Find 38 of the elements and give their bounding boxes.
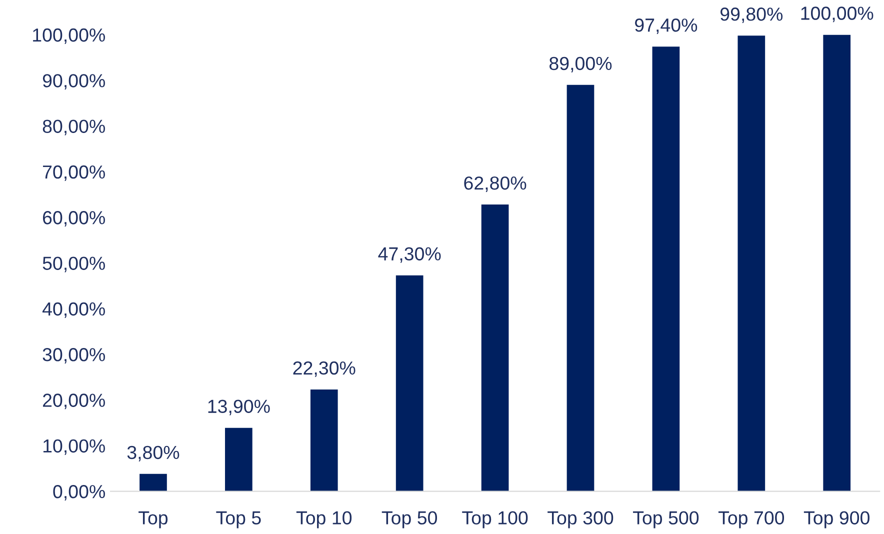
y-tick-label: 30,00%: [42, 348, 105, 364]
bar: [396, 275, 424, 492]
x-tick-label: Top 5: [216, 511, 261, 528]
x-tick-label: Top 500: [633, 511, 699, 528]
x-tick-label: Top 700: [718, 511, 784, 528]
data-label: 99,80%: [720, 8, 783, 24]
y-tick-label: 90,00%: [42, 74, 105, 90]
x-tick-label: Top 100: [462, 511, 528, 528]
data-label: 22,30%: [293, 361, 356, 377]
data-label: 3,80%: [127, 446, 180, 462]
x-tick-label: Top: [138, 511, 168, 528]
y-tick-label: 100,00%: [33, 28, 105, 44]
data-label: 13,90%: [208, 400, 270, 416]
bar: [481, 204, 509, 492]
bar: [225, 428, 252, 492]
data-label: 97,40%: [635, 18, 698, 34]
bar: [823, 34, 851, 492]
y-tick-label: 40,00%: [42, 302, 105, 318]
x-tick-label: Top 50: [382, 511, 437, 528]
x-tick-label: Top 900: [804, 511, 870, 528]
y-tick-label: 50,00%: [42, 256, 105, 272]
bar: [652, 46, 680, 492]
y-tick-label: 0,00%: [53, 484, 105, 500]
bar: [566, 84, 594, 492]
data-label: 47,30%: [378, 247, 441, 263]
bar: [738, 36, 766, 492]
bar: [310, 389, 338, 492]
x-tick-label: Top 300: [548, 511, 614, 528]
y-tick-label: 70,00%: [43, 165, 105, 181]
bar: [140, 474, 167, 492]
data-label: 62,80%: [464, 176, 526, 192]
y-tick-label: 10,00%: [43, 439, 105, 455]
y-tick-label: 80,00%: [42, 120, 105, 136]
y-tick-label: 60,00%: [43, 211, 105, 227]
data-label: 89,00%: [550, 56, 612, 72]
y-tick-label: 20,00%: [42, 394, 105, 410]
data-label: 100,00%: [801, 6, 874, 22]
x-tick-label: Top 10: [296, 511, 352, 528]
